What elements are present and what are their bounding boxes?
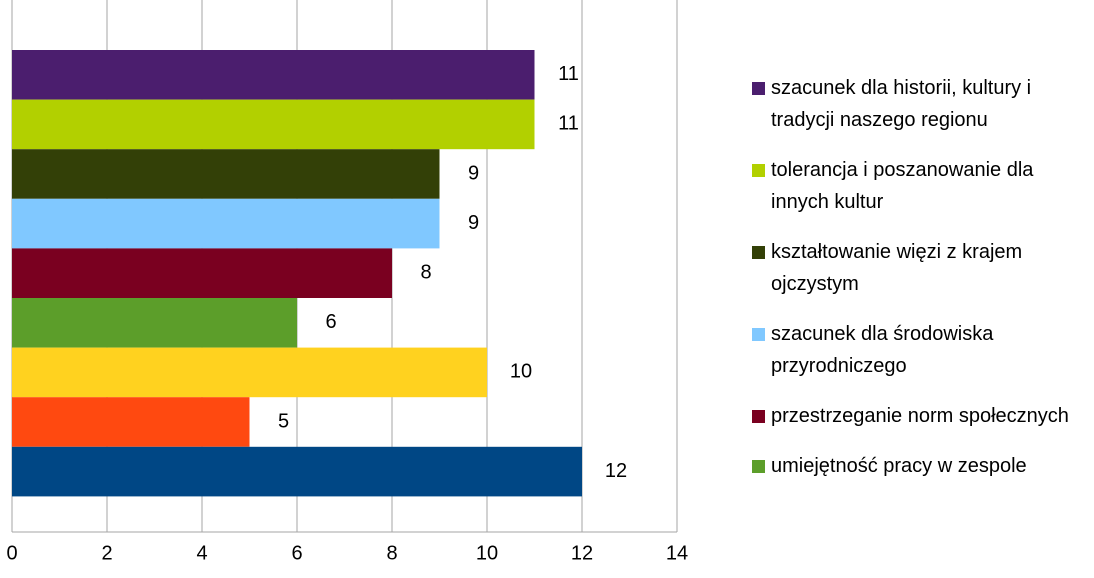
bar bbox=[12, 347, 487, 398]
x-tick-label: 6 bbox=[291, 542, 302, 564]
legend-label: tolerancja i poszanowanie dla innych kul… bbox=[771, 159, 1034, 213]
data-label: 11 bbox=[558, 113, 579, 135]
legend-swatch bbox=[752, 246, 765, 259]
bar bbox=[12, 248, 392, 298]
legend-swatch bbox=[752, 460, 765, 473]
bar bbox=[12, 198, 440, 249]
bar bbox=[12, 99, 535, 150]
data-label: 11 bbox=[558, 63, 579, 85]
data-label: 9 bbox=[468, 212, 479, 234]
legend-swatch bbox=[752, 328, 765, 341]
legend-label: przestrzeganie norm społecznych bbox=[771, 405, 1069, 427]
legend-swatch bbox=[752, 164, 765, 177]
legend-item: szacunek dla historii, kultury i tradycj… bbox=[752, 72, 1092, 136]
legend: szacunek dla historii, kultury i tradycj… bbox=[752, 72, 1092, 500]
legend-item: tolerancja i poszanowanie dla innych kul… bbox=[752, 154, 1092, 218]
bar bbox=[12, 298, 297, 348]
legend-label: szacunek dla historii, kultury i tradycj… bbox=[771, 77, 1032, 131]
legend-label: umiejętność pracy w zespole bbox=[771, 455, 1027, 477]
data-label: 5 bbox=[278, 410, 289, 432]
data-label: 6 bbox=[325, 311, 336, 333]
x-tick-label: 12 bbox=[571, 542, 593, 564]
x-tick-label: 14 bbox=[666, 542, 688, 564]
legend-item: kształtowanie więzi z krajem ojczystym bbox=[752, 236, 1092, 300]
x-tick-label: 4 bbox=[196, 542, 207, 564]
legend-item: przestrzeganie norm społecznych bbox=[752, 400, 1092, 432]
data-label: 9 bbox=[468, 162, 479, 184]
legend-label: kształtowanie więzi z krajem ojczystym bbox=[771, 241, 1023, 295]
x-tick-label: 10 bbox=[476, 542, 498, 564]
bar bbox=[12, 50, 535, 100]
legend-swatch bbox=[752, 82, 765, 95]
legend-label: szacunek dla środowiska przyrodniczego bbox=[771, 323, 994, 377]
data-label: 10 bbox=[510, 361, 532, 383]
bar bbox=[12, 446, 582, 497]
x-tick-label: 2 bbox=[101, 542, 112, 564]
bar bbox=[12, 397, 250, 447]
bar bbox=[12, 149, 440, 199]
x-tick-label: 0 bbox=[6, 542, 17, 564]
data-label: 12 bbox=[605, 460, 627, 482]
x-tick-label: 8 bbox=[386, 542, 397, 564]
data-label: 8 bbox=[420, 261, 431, 283]
legend-item: szacunek dla środowiska przyrodniczego bbox=[752, 318, 1092, 382]
legend-swatch bbox=[752, 410, 765, 423]
legend-item: umiejętność pracy w zespole bbox=[752, 450, 1092, 482]
